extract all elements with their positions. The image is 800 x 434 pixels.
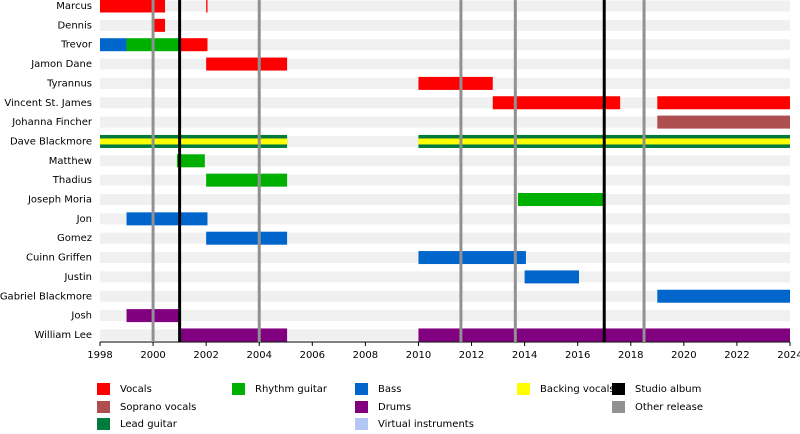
x-tick-label: 2000 — [140, 350, 165, 361]
member-label: Dennis — [57, 20, 92, 31]
member-bar — [153, 18, 166, 32]
member-label: Matthew — [49, 156, 92, 167]
row-stripe — [100, 174, 790, 186]
x-tick-label: 2002 — [193, 350, 218, 361]
member-bar — [126, 212, 208, 226]
member-bar — [657, 289, 790, 303]
row-stripe — [100, 39, 790, 51]
member-bar — [657, 96, 790, 110]
member-label: Gomez — [57, 233, 92, 244]
legend-swatch — [517, 383, 530, 395]
legend-swatch — [355, 418, 368, 430]
member-bar — [492, 96, 621, 110]
member-label: Marcus — [56, 1, 92, 12]
x-tick-label: 2006 — [300, 350, 325, 361]
legend-swatch — [97, 418, 110, 430]
x-tick-label: 2022 — [724, 350, 749, 361]
member-label: Jamon Dane — [30, 59, 92, 70]
legend-label: Other release — [635, 402, 703, 413]
member-label: Tyrannus — [46, 78, 92, 89]
x-tick-label: 2024 — [777, 350, 800, 361]
member-label: William Lee — [34, 330, 92, 341]
member-bar — [100, 0, 166, 13]
legend-swatch — [232, 383, 245, 395]
row-stripe — [100, 19, 790, 31]
x-tick-label: 2018 — [618, 350, 643, 361]
legend-swatch — [97, 383, 110, 395]
member-label: Trevor — [60, 40, 93, 51]
member-bar — [206, 231, 288, 245]
member-bar — [100, 38, 127, 52]
row-stripe — [100, 97, 790, 109]
row-stripe — [100, 271, 790, 283]
member-bar — [179, 328, 288, 342]
member-bar — [418, 76, 493, 90]
legend-label: Studio album — [635, 384, 701, 395]
member-label: Cuinn Griffen — [26, 253, 92, 264]
legend-label: Drums — [378, 402, 411, 413]
row-stripe — [100, 232, 790, 244]
legend-swatch — [612, 401, 625, 413]
x-tick-label: 2020 — [671, 350, 696, 361]
legend-label: Bass — [378, 384, 401, 395]
member-bar — [517, 193, 606, 206]
x-tick-label: 2004 — [247, 350, 272, 361]
legend-swatch — [355, 383, 368, 395]
member-label: Josh — [70, 311, 92, 322]
x-tick-label: 2014 — [512, 350, 537, 361]
legend-label: Soprano vocals — [120, 402, 196, 413]
row-stripe — [100, 155, 790, 167]
legend-swatch — [612, 383, 625, 395]
member-label: Gabriel Blackmore — [0, 291, 92, 302]
x-tick-label: 1998 — [87, 350, 112, 361]
row-stripe — [100, 116, 790, 128]
member-bar — [100, 138, 288, 145]
x-tick-label: 2016 — [565, 350, 590, 361]
member-label: Dave Blackmore — [10, 136, 92, 147]
x-tick-label: 2012 — [459, 350, 484, 361]
legend-swatch — [97, 401, 110, 413]
row-stripe — [100, 0, 790, 12]
row-stripe — [100, 310, 790, 322]
member-bar — [206, 173, 288, 187]
legend-label: Lead guitar — [120, 419, 178, 430]
member-label: Johanna Fincher — [11, 117, 93, 128]
member-bar — [206, 57, 288, 71]
row-stripe — [100, 58, 790, 70]
member-bar — [657, 115, 790, 129]
member-label: Thadius — [52, 175, 92, 186]
member-label: Justin — [63, 272, 92, 283]
x-tick-label: 2008 — [353, 350, 378, 361]
member-bar — [418, 251, 526, 265]
member-label: Joseph Moria — [27, 195, 92, 206]
row-stripe — [100, 194, 790, 205]
member-bar — [176, 154, 205, 168]
member-bar — [524, 270, 580, 284]
legend-label: Virtual instruments — [378, 419, 474, 430]
legend-swatch — [355, 401, 368, 413]
member-label: Vincent St. James — [4, 98, 92, 109]
row-stripe — [100, 213, 790, 225]
member-bar — [179, 38, 208, 52]
legend-label: Rhythm guitar — [255, 384, 328, 395]
member-bar — [206, 0, 208, 13]
x-tick-label: 2010 — [406, 350, 431, 361]
member-label: Jon — [76, 214, 92, 225]
legend-label: Backing vocals — [540, 384, 615, 395]
row-stripe — [100, 290, 790, 302]
legend-label: Vocals — [120, 384, 152, 395]
